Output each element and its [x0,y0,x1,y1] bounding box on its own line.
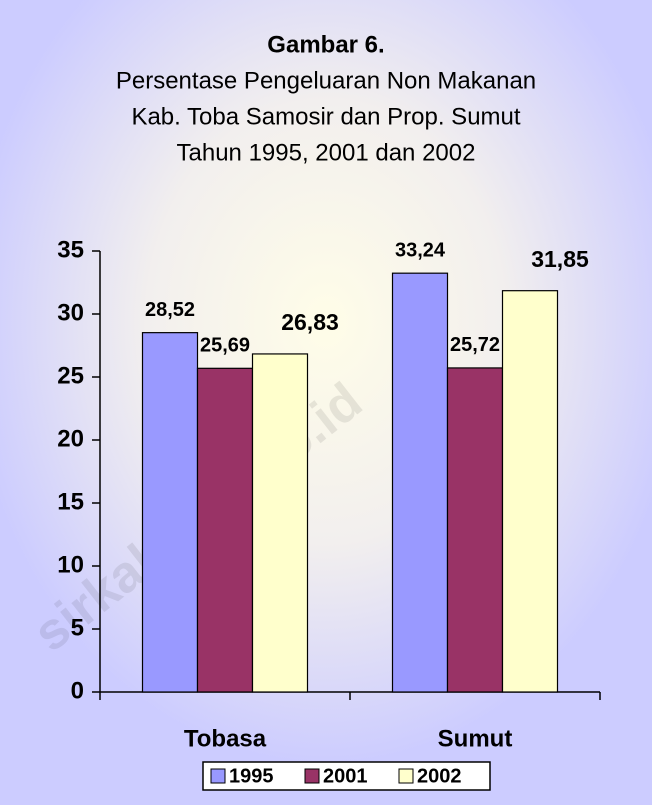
legend-swatch [398,768,414,784]
chart-title: Gambar 6. [267,31,384,58]
legend-label: 1995 [229,765,274,787]
legend-swatch [304,768,320,784]
x-tick-label: Tobasa [184,725,267,752]
legend-label: 2002 [417,765,462,787]
chart-subtitle: Persentase Pengeluaran Non Makanan [116,67,536,94]
bar [446,367,504,693]
y-tick-label: 20 [57,425,84,452]
bar [141,332,199,693]
bar [196,367,254,693]
y-tick-label: 5 [71,614,84,641]
y-tick-label: 30 [57,299,84,326]
y-tick-label: 35 [57,236,84,263]
bar [501,290,559,693]
y-tick-label: 10 [57,551,84,578]
y-tick-label: 25 [57,362,84,389]
y-tick-label: 0 [71,677,84,704]
data-label: 33,24 [395,239,446,261]
y-tick-label: 15 [57,488,84,515]
data-label: 28,52 [145,299,195,321]
data-label: 25,69 [200,335,250,357]
data-label: 25,72 [450,334,500,356]
legend-box [202,761,491,791]
chart-subtitle: Kab. Toba Samosir dan Prop. Sumut [131,103,520,130]
bar [251,353,309,693]
bar [391,272,449,693]
legend-swatch [210,768,226,784]
chart-subtitle: Tahun 1995, 2001 dan 2002 [177,139,476,166]
legend-label: 2001 [323,765,368,787]
data-label: 26,83 [281,309,339,335]
x-tick-label: Sumut [438,725,513,752]
data-label: 31,85 [531,246,589,272]
